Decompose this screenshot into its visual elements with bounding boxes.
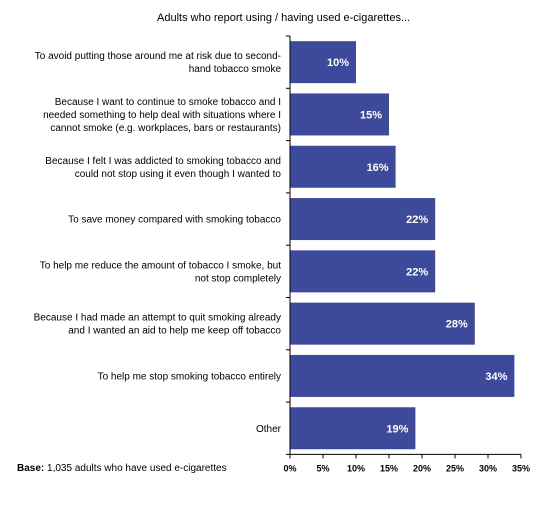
base-note: Base: 1,035 adults who have used e-cigar… [17, 463, 227, 474]
bar [290, 93, 389, 136]
bar [290, 407, 416, 450]
bar-value-label: 22% [406, 214, 428, 226]
x-tick-label: 5% [316, 463, 329, 473]
category-label: Because I want to continue to smoke toba… [43, 97, 281, 134]
bars-layer: 10% 15% 16% 22% 22% 28% 34% 19% [290, 41, 515, 450]
bar-value-label: 22% [406, 266, 428, 278]
bar [290, 354, 515, 397]
category-label: Because I had made an attempt to quit sm… [34, 313, 282, 337]
bar-value-label: 10% [327, 57, 349, 69]
category-labels: To avoid putting those around me at risk… [34, 51, 282, 435]
x-tick-label: 0% [283, 463, 296, 473]
base-note-label: Base: [17, 463, 45, 474]
x-tick-label: 25% [446, 463, 464, 473]
bar-value-label: 15% [360, 109, 382, 121]
bar [290, 250, 436, 293]
category-label: To save money compared with smoking toba… [68, 215, 281, 226]
bar [290, 302, 475, 345]
bar [290, 41, 356, 84]
x-tick-label: 30% [479, 463, 497, 473]
bar-value-label: 34% [485, 371, 507, 383]
bar-value-label: 16% [367, 162, 389, 174]
x-axis: 0% 5% 10% 15% 20% 25% 30% 35% [283, 35, 530, 473]
x-tick-label: 35% [512, 463, 530, 473]
category-label: To help me reduce the amount of tobacco … [40, 260, 281, 284]
category-label: To help me stop smoking tobacco entirely [98, 371, 281, 382]
category-label: Because I felt I was addicted to smoking… [45, 156, 281, 180]
bar [290, 198, 436, 241]
chart-title: Adults who report using / having used e-… [157, 12, 411, 24]
bar [290, 145, 396, 188]
bar-value-label: 19% [386, 423, 408, 435]
x-tick-label: 10% [347, 463, 365, 473]
bar-value-label: 28% [446, 319, 468, 331]
category-label: To avoid putting those around me at risk… [35, 51, 282, 75]
base-note-text: 1,035 adults who have used e-cigarettes [44, 463, 227, 474]
category-label: Other [256, 424, 282, 435]
x-tick-label: 15% [380, 463, 398, 473]
x-tick-label: 20% [413, 463, 431, 473]
